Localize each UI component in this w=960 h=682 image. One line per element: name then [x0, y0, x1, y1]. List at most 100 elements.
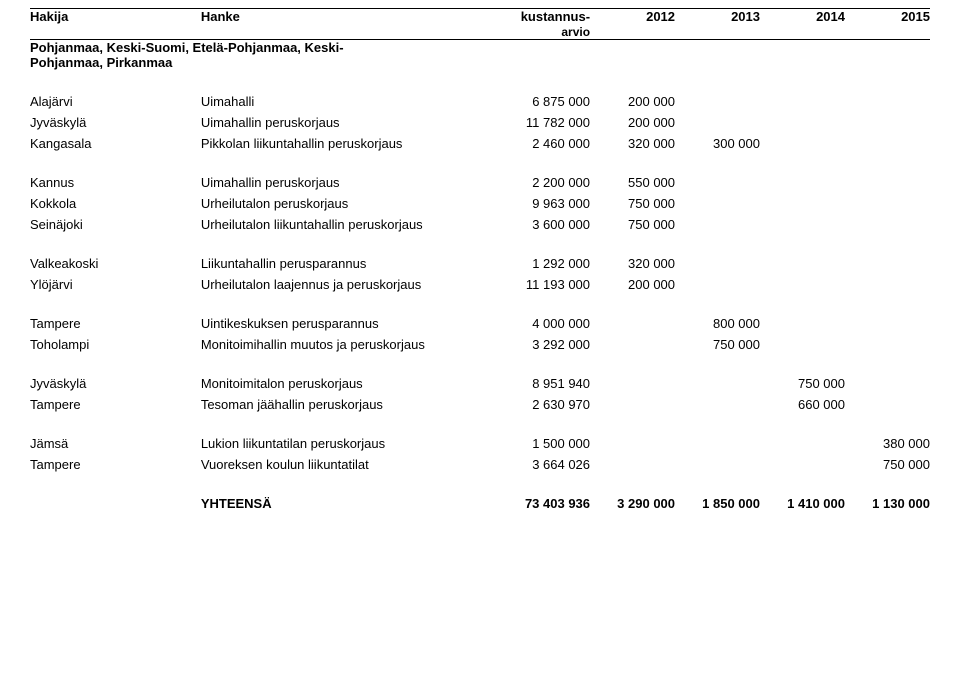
cell-hanke: Urheilutalon peruskorjaus [201, 196, 484, 211]
region-row-2: Pohjanmaa, Pirkanmaa [30, 55, 930, 70]
cell-kust: 8 951 940 [483, 376, 590, 391]
cell-2013 [675, 436, 760, 451]
cell-hanke: Tesoman jäähallin peruskorjaus [201, 397, 484, 412]
table-row: JyväskyläUimahallin peruskorjaus11 782 0… [30, 115, 930, 130]
cell-2012: 750 000 [590, 196, 675, 211]
cell-hanke: Vuoreksen koulun liikuntatilat [201, 457, 484, 472]
cell-2012 [590, 457, 675, 472]
cell-hanke: Monitoimitalon peruskorjaus [201, 376, 484, 391]
cell-hakija: Tampere [30, 316, 201, 331]
cell-2015: 750 000 [845, 457, 930, 472]
cell-hakija: Kokkola [30, 196, 201, 211]
col-2015-header: 2015 [845, 9, 930, 40]
cell-2014: 660 000 [760, 397, 845, 412]
table-row: KokkolaUrheilutalon peruskorjaus9 963 00… [30, 196, 930, 211]
cell-2012 [590, 436, 675, 451]
cell-2013 [675, 277, 760, 292]
total-row: YHTEENSÄ 73 403 936 3 290 000 1 850 000 … [30, 496, 930, 511]
cell-hakija: Jyväskylä [30, 376, 201, 391]
cell-kust: 1 292 000 [483, 256, 590, 271]
cell-2015 [845, 337, 930, 352]
cell-kust: 1 500 000 [483, 436, 590, 451]
cell-2013 [675, 94, 760, 109]
data-table: Hakija Hanke kustannus- arvio 2012 2013 … [30, 8, 930, 511]
table-row: TampereTesoman jäähallin peruskorjaus2 6… [30, 397, 930, 412]
cell-hakija: Seinäjoki [30, 217, 201, 232]
region-line2: Pohjanmaa, Pirkanmaa [30, 55, 930, 70]
cell-2012: 200 000 [590, 115, 675, 130]
cell-2013: 800 000 [675, 316, 760, 331]
cell-hakija: Alajärvi [30, 94, 201, 109]
cell-hanke: Liikuntahallin perusparannus [201, 256, 484, 271]
col-hanke-header: Hanke [201, 9, 484, 40]
cell-2015 [845, 196, 930, 211]
cell-hanke: Lukion liikuntatilan peruskorjaus [201, 436, 484, 451]
cell-2014 [760, 115, 845, 130]
cell-hanke: Uimahallin peruskorjaus [201, 175, 484, 190]
table-row: KangasalaPikkolan liikuntahallin perusko… [30, 136, 930, 151]
cell-2012: 320 000 [590, 256, 675, 271]
cell-hanke: Uintikeskuksen perusparannus [201, 316, 484, 331]
cell-2014 [760, 457, 845, 472]
total-2012: 3 290 000 [590, 496, 675, 511]
cell-hanke: Urheilutalon laajennus ja peruskorjaus [201, 277, 484, 292]
cell-2012: 320 000 [590, 136, 675, 151]
cell-2014 [760, 196, 845, 211]
cell-hakija: Tampere [30, 397, 201, 412]
cell-hakija: Jämsä [30, 436, 201, 451]
cell-hakija: Toholampi [30, 337, 201, 352]
cell-2012 [590, 316, 675, 331]
cell-2012 [590, 376, 675, 391]
total-kust: 73 403 936 [483, 496, 590, 511]
cell-2014 [760, 256, 845, 271]
total-2015: 1 130 000 [845, 496, 930, 511]
kust-line2: arvio [561, 25, 590, 39]
table-row: KannusUimahallin peruskorjaus2 200 00055… [30, 175, 930, 190]
cell-2013 [675, 256, 760, 271]
cell-kust: 3 600 000 [483, 217, 590, 232]
header-row: Hakija Hanke kustannus- arvio 2012 2013 … [30, 9, 930, 40]
cell-2015 [845, 175, 930, 190]
cell-2013: 300 000 [675, 136, 760, 151]
region-row-1: Pohjanmaa, Keski-Suomi, Etelä-Pohjanmaa,… [30, 40, 930, 56]
table-row: ToholampiMonitoimihallin muutos ja perus… [30, 337, 930, 352]
table-row: TampereUintikeskuksen perusparannus4 000… [30, 316, 930, 331]
cell-2014 [760, 277, 845, 292]
cell-2013 [675, 175, 760, 190]
table-row: AlajärviUimahalli6 875 000200 000 [30, 94, 930, 109]
cell-2012 [590, 397, 675, 412]
cell-kust: 6 875 000 [483, 94, 590, 109]
cell-kust: 3 664 026 [483, 457, 590, 472]
cell-2014 [760, 316, 845, 331]
cell-2012: 200 000 [590, 94, 675, 109]
total-label: YHTEENSÄ [201, 496, 484, 511]
col-2012-header: 2012 [590, 9, 675, 40]
cell-2015 [845, 115, 930, 130]
cell-2015 [845, 136, 930, 151]
cell-2014 [760, 136, 845, 151]
cell-2012: 550 000 [590, 175, 675, 190]
cell-hanke: Urheilutalon liikuntahallin peruskorjaus [201, 217, 484, 232]
cell-hakija: Kannus [30, 175, 201, 190]
cell-kust: 9 963 000 [483, 196, 590, 211]
cell-kust: 4 000 000 [483, 316, 590, 331]
cell-2013 [675, 196, 760, 211]
cell-2014 [760, 217, 845, 232]
cell-hanke: Uimahallin peruskorjaus [201, 115, 484, 130]
cell-2013 [675, 115, 760, 130]
table-row: TampereVuoreksen koulun liikuntatilat3 6… [30, 457, 930, 472]
region-line1: Pohjanmaa, Keski-Suomi, Etelä-Pohjanmaa,… [30, 40, 930, 56]
col-2014-header: 2014 [760, 9, 845, 40]
kust-line1: kustannus- [521, 9, 590, 24]
table-row: JyväskyläMonitoimitalon peruskorjaus8 95… [30, 376, 930, 391]
cell-2013 [675, 457, 760, 472]
cell-kust: 3 292 000 [483, 337, 590, 352]
cell-2015 [845, 397, 930, 412]
cell-2013 [675, 217, 760, 232]
cell-2012: 200 000 [590, 277, 675, 292]
cell-hakija: Ylöjärvi [30, 277, 201, 292]
table-row: YlöjärviUrheilutalon laajennus ja perusk… [30, 277, 930, 292]
col-kust-header: kustannus- arvio [483, 9, 590, 40]
cell-hanke: Monitoimihallin muutos ja peruskorjaus [201, 337, 484, 352]
col-2013-header: 2013 [675, 9, 760, 40]
